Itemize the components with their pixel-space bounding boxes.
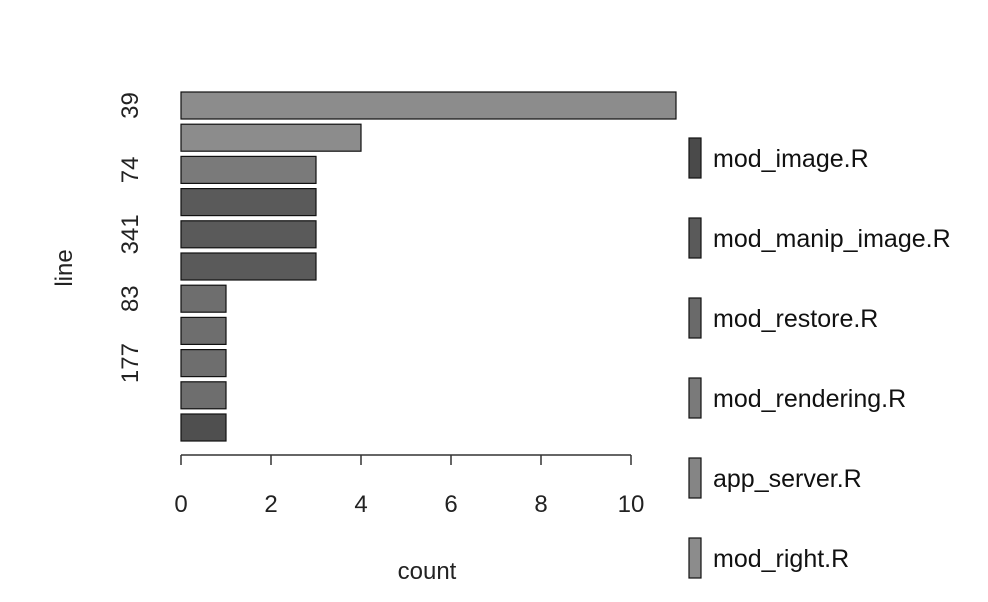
legend-swatch	[688, 297, 702, 339]
legend-swatch	[688, 217, 702, 259]
bar	[180, 188, 317, 217]
legend-label: mod_right.R	[713, 545, 849, 573]
x-tick-label: 0	[174, 491, 187, 518]
bar	[180, 381, 227, 410]
y-tick-label: 83	[117, 285, 144, 312]
legend-label: mod_image.R	[713, 145, 869, 173]
y-tick-label: 341	[117, 214, 144, 254]
bar	[180, 91, 677, 120]
y-tick-label: 177	[117, 343, 144, 383]
x-tick-label: 6	[444, 491, 457, 518]
bar	[180, 284, 227, 313]
bar	[180, 252, 317, 281]
bars-group	[180, 91, 677, 442]
bar	[180, 155, 317, 184]
bar	[180, 316, 227, 345]
legend-swatch	[688, 377, 702, 419]
x-tick-label: 4	[354, 491, 367, 518]
x-tick-label: 10	[618, 491, 645, 518]
y-axis-ticks: 39 74 341 83 177	[117, 92, 144, 383]
legend-swatch	[688, 457, 702, 499]
x-tick-label: 8	[534, 491, 547, 518]
x-axis-label: count	[398, 558, 457, 585]
bar	[180, 349, 227, 378]
bar	[180, 220, 317, 249]
y-tick-label: 39	[117, 92, 144, 119]
legend-label: mod_manip_image.R	[713, 225, 951, 253]
legend-label: app_server.R	[713, 465, 862, 493]
legend-label: mod_rendering.R	[713, 385, 906, 413]
bar	[180, 123, 362, 152]
legend: mod_image.R mod_manip_image.R mod_restore.…	[688, 137, 951, 579]
y-tick-label: 74	[117, 157, 144, 184]
x-tick-label: 2	[264, 491, 277, 518]
x-axis-ticks: 0 2 4 6 8 10	[174, 455, 644, 518]
legend-label: mod_restore.R	[713, 305, 878, 333]
legend-swatch	[688, 137, 702, 179]
y-axis-label: line	[51, 249, 78, 286]
legend-swatch	[688, 537, 702, 579]
bar	[180, 413, 227, 442]
